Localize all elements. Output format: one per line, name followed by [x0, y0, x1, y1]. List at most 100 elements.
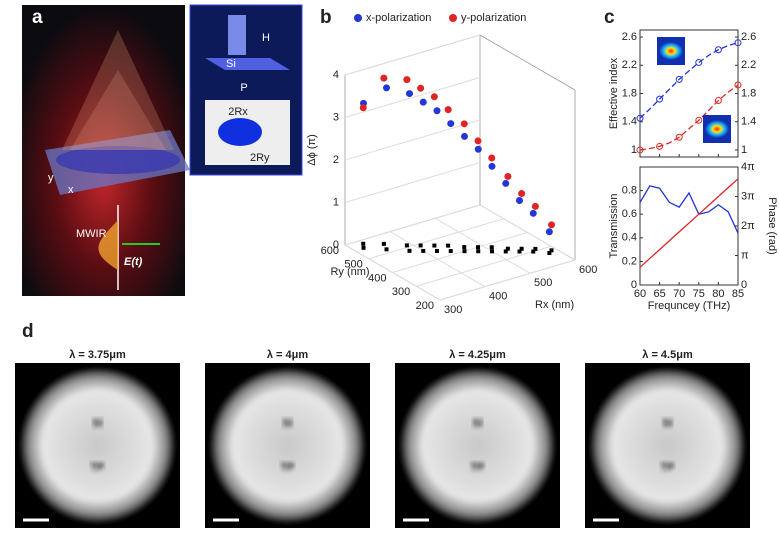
- x-axis-label: Rx (nm): [535, 299, 574, 311]
- image-disk: [399, 367, 556, 524]
- substrate: [205, 58, 290, 70]
- floor-projection: [533, 246, 538, 251]
- image-text: TP: [470, 461, 484, 473]
- floor-projection: [490, 249, 494, 254]
- y-axis-label: Transmission: [608, 194, 620, 259]
- z-axis-label: Δϕ (π): [306, 134, 318, 165]
- point: [516, 197, 523, 204]
- image-text: TP: [660, 461, 674, 473]
- y-tick-label: 0: [631, 279, 637, 291]
- image-disk: [19, 367, 176, 524]
- y-tick-label: 500: [344, 259, 362, 271]
- point: [447, 120, 455, 128]
- point: [474, 137, 482, 145]
- point: [460, 120, 468, 128]
- line: [639, 178, 739, 268]
- grid-line: [368, 218, 504, 260]
- point: [444, 106, 452, 114]
- point: [488, 154, 496, 162]
- y-tick-label: 200: [416, 300, 434, 312]
- y-axis-label: Effective index: [608, 57, 620, 129]
- point: [433, 107, 441, 115]
- grid-line: [344, 162, 481, 203]
- point: [417, 84, 425, 92]
- label-ry: 2Ry: [250, 152, 270, 164]
- y2-tick-label: 4π: [741, 161, 755, 173]
- x-axis-label: Frequncey (THz): [648, 300, 731, 312]
- y2-tick-label: 1.8: [741, 87, 756, 99]
- marker: [636, 114, 644, 122]
- floor-projection: [435, 249, 439, 253]
- floor-projection: [476, 249, 481, 254]
- x-tick-label: 80: [712, 288, 724, 300]
- grid-line: [344, 34, 481, 76]
- x-tick-label: 400: [489, 291, 507, 303]
- image-title: λ = 4μm: [267, 349, 309, 361]
- y2-tick-label: 2.6: [741, 31, 756, 43]
- panel-label: b: [320, 7, 332, 28]
- marker: [695, 58, 703, 66]
- line: [639, 84, 739, 151]
- y2-tick-label: 3π: [741, 190, 755, 202]
- grid-line: [344, 77, 481, 118]
- z-tick-label: 3: [333, 111, 339, 123]
- image-text: TP: [280, 461, 294, 473]
- point: [502, 179, 510, 187]
- plot-frame: [639, 166, 739, 286]
- point: [531, 202, 539, 210]
- floor-projection: [503, 249, 508, 254]
- marker: [734, 39, 742, 47]
- x-tick-label: 600: [579, 264, 597, 276]
- image-title: λ = 3.75μm: [69, 349, 126, 361]
- y-tick-label: 1.8: [622, 87, 637, 99]
- point: [359, 104, 367, 112]
- y-tick-label: 0.8: [622, 185, 637, 197]
- x-tick-label: 300: [444, 304, 462, 316]
- floor-projection: [384, 247, 389, 252]
- grid-line: [344, 119, 481, 161]
- floor-projection: [489, 245, 494, 250]
- point: [545, 228, 553, 236]
- y2-axis-label: Phase (rad): [766, 197, 778, 254]
- marker: [656, 142, 664, 150]
- floor-projection: [448, 249, 453, 254]
- label-field: E(t): [124, 256, 143, 268]
- legend-marker: [354, 14, 362, 22]
- image-text: SI: [282, 417, 292, 429]
- point: [383, 84, 390, 92]
- axis-y: y: [48, 172, 54, 184]
- y-tick-label: 1.4: [622, 116, 637, 128]
- z-tick-label: 1: [333, 196, 339, 208]
- mode-profile: [659, 42, 683, 60]
- marker: [675, 75, 683, 83]
- y-axis-label: Ry (nm): [330, 266, 369, 278]
- marker: [714, 97, 722, 105]
- image-title: λ = 4.5μm: [642, 349, 693, 361]
- grid-line: [416, 245, 552, 287]
- marker: [695, 116, 703, 124]
- image-text: SI: [472, 417, 482, 429]
- point: [461, 132, 468, 140]
- mode-profile: [705, 120, 729, 138]
- image-disk: [209, 367, 366, 524]
- panel-label: a: [32, 7, 43, 28]
- point: [380, 74, 388, 82]
- legend-label: y-polarization: [461, 12, 526, 24]
- line: [639, 185, 739, 234]
- point: [504, 172, 512, 180]
- z-tick-label: 4: [333, 69, 339, 81]
- point: [529, 209, 537, 217]
- label-rx: 2Rx: [228, 106, 248, 118]
- image-title: λ = 4.25μm: [449, 349, 506, 361]
- y-tick-label: 0.2: [622, 255, 637, 267]
- point: [548, 221, 555, 229]
- image-disk: [589, 367, 746, 524]
- grid-line: [392, 232, 528, 273]
- point: [403, 76, 411, 84]
- label-source: MWIR: [76, 228, 107, 240]
- focus-cone: [70, 70, 166, 150]
- pillar: [228, 15, 246, 55]
- panel-label: c: [604, 7, 615, 28]
- y-tick-label: 0.6: [622, 208, 637, 220]
